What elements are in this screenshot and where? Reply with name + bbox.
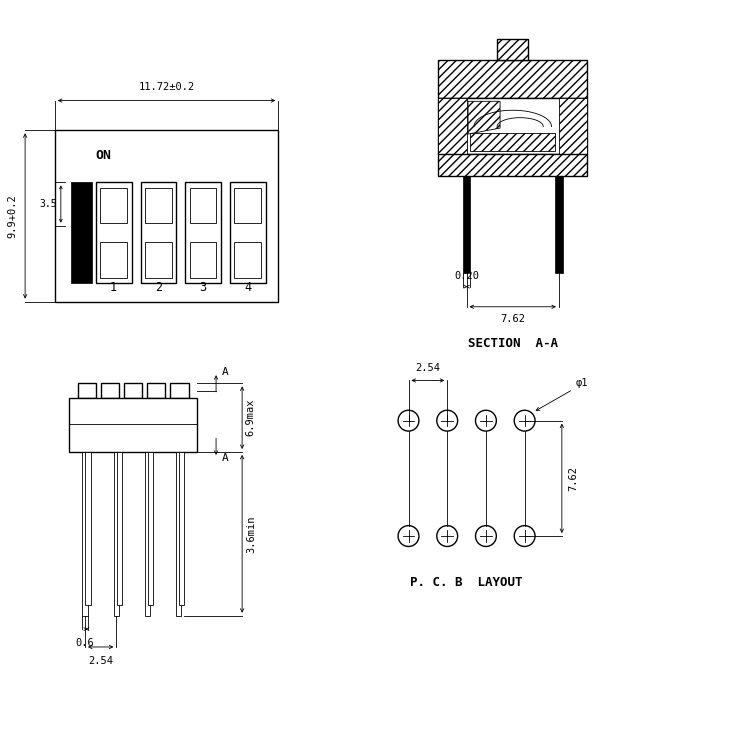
- Bar: [124, 384, 142, 399]
- Text: 11.72±0.2: 11.72±0.2: [139, 82, 195, 92]
- Text: 1: 1: [110, 281, 117, 294]
- Bar: [77, 384, 96, 399]
- Bar: [234, 242, 261, 277]
- Bar: [86, 452, 91, 605]
- Bar: [145, 242, 172, 277]
- Text: 3.6min: 3.6min: [246, 515, 256, 553]
- Bar: [438, 99, 466, 154]
- Text: 0.6: 0.6: [76, 638, 94, 648]
- Bar: [96, 183, 131, 283]
- Bar: [176, 452, 182, 616]
- Bar: [82, 452, 88, 616]
- Bar: [148, 452, 153, 605]
- Bar: [71, 183, 92, 283]
- Text: 0.20: 0.20: [454, 271, 479, 280]
- Bar: [234, 188, 261, 223]
- Text: A: A: [222, 367, 229, 378]
- Bar: [463, 177, 470, 273]
- Text: 3.5: 3.5: [40, 199, 57, 209]
- Bar: [145, 188, 172, 223]
- Bar: [497, 39, 528, 59]
- Text: 2.54: 2.54: [416, 363, 440, 373]
- Text: φ1: φ1: [575, 378, 588, 388]
- Bar: [438, 59, 587, 99]
- Bar: [140, 183, 176, 283]
- Bar: [470, 132, 555, 151]
- Bar: [179, 452, 184, 605]
- Bar: [185, 183, 221, 283]
- Text: 2: 2: [154, 281, 162, 294]
- Bar: [230, 183, 266, 283]
- Bar: [55, 130, 278, 302]
- Bar: [190, 242, 217, 277]
- Bar: [145, 452, 150, 616]
- Bar: [559, 99, 587, 154]
- Bar: [117, 452, 122, 605]
- Text: 7.62: 7.62: [568, 465, 578, 491]
- Bar: [555, 177, 562, 273]
- Bar: [114, 452, 119, 616]
- Text: SECTION  A-A: SECTION A-A: [468, 337, 558, 350]
- Bar: [190, 188, 217, 223]
- Text: 4: 4: [244, 281, 251, 294]
- Bar: [438, 99, 587, 154]
- Bar: [147, 384, 166, 399]
- Bar: [69, 399, 197, 452]
- Polygon shape: [468, 102, 500, 134]
- Bar: [100, 384, 119, 399]
- Text: ON: ON: [96, 149, 112, 162]
- Text: 2.54: 2.54: [88, 656, 113, 666]
- Text: 9.9+0.2: 9.9+0.2: [8, 194, 18, 238]
- Text: 3: 3: [200, 281, 206, 294]
- Bar: [170, 384, 188, 399]
- Bar: [438, 154, 587, 177]
- Text: 6.9max: 6.9max: [246, 399, 256, 436]
- Text: 7.62: 7.62: [500, 314, 525, 324]
- Text: P. C. B  LAYOUT: P. C. B LAYOUT: [410, 576, 523, 590]
- Bar: [100, 242, 127, 277]
- Text: A: A: [222, 453, 229, 463]
- Bar: [100, 188, 127, 223]
